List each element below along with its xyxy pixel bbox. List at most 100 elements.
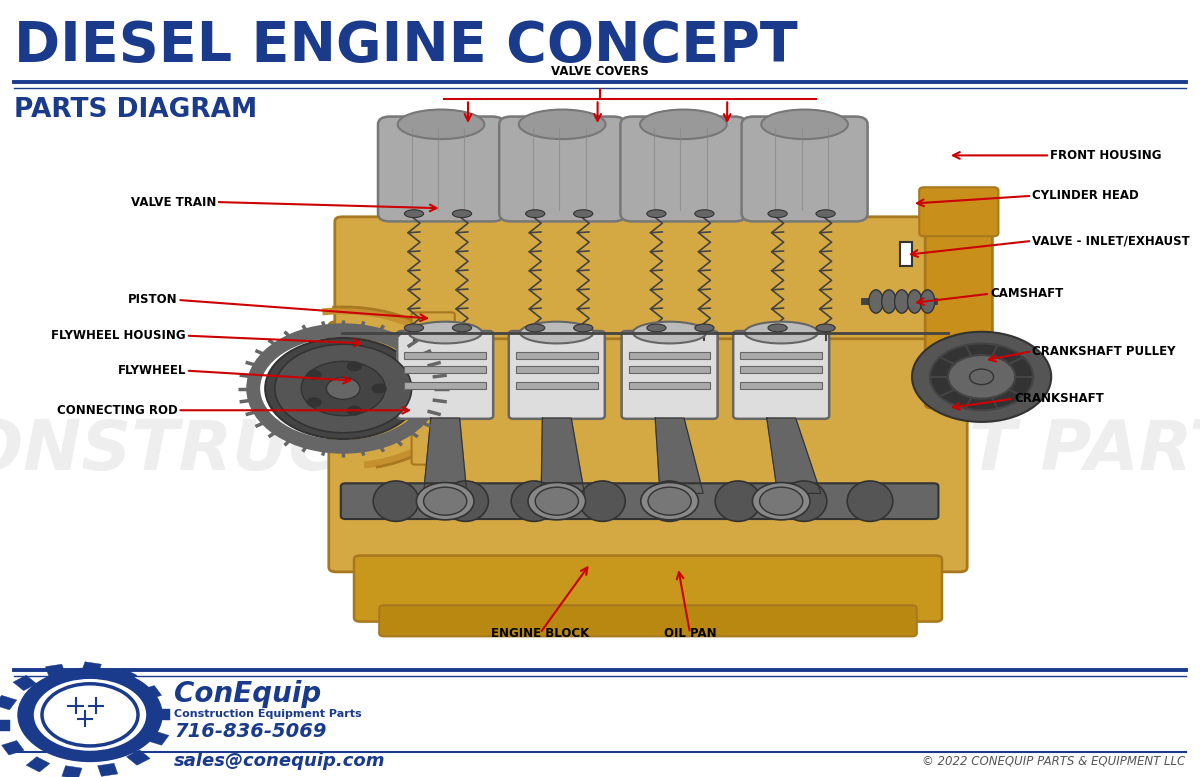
- FancyBboxPatch shape: [379, 605, 917, 636]
- Ellipse shape: [574, 324, 593, 332]
- Text: ENGINE BLOCK: ENGINE BLOCK: [491, 627, 589, 639]
- Circle shape: [641, 483, 698, 520]
- Text: FLYWHEEL: FLYWHEEL: [118, 364, 186, 377]
- Bar: [404, 366, 486, 373]
- Polygon shape: [655, 418, 703, 493]
- Circle shape: [970, 369, 994, 385]
- Text: Construction Equipment Parts: Construction Equipment Parts: [174, 709, 361, 719]
- Text: CRANKSHAFT PULLEY: CRANKSHAFT PULLEY: [1032, 345, 1176, 357]
- Circle shape: [760, 487, 803, 515]
- Bar: [629, 352, 710, 359]
- Text: CYLINDER HEAD: CYLINDER HEAD: [1032, 190, 1139, 202]
- Ellipse shape: [768, 210, 787, 218]
- Text: 716-836-5069: 716-836-5069: [174, 723, 326, 741]
- Circle shape: [752, 483, 810, 520]
- Text: PARTS DIAGRAM: PARTS DIAGRAM: [14, 97, 258, 123]
- Ellipse shape: [526, 210, 545, 218]
- FancyBboxPatch shape: [620, 117, 746, 221]
- Circle shape: [416, 483, 474, 520]
- Text: © 2022 CONEQUIP PARTS & EQUIPMENT LLC: © 2022 CONEQUIP PARTS & EQUIPMENT LLC: [923, 755, 1186, 768]
- Text: VALVE COVERS: VALVE COVERS: [551, 64, 649, 78]
- Ellipse shape: [373, 481, 419, 521]
- Circle shape: [18, 668, 162, 761]
- Ellipse shape: [869, 290, 883, 313]
- FancyBboxPatch shape: [378, 117, 504, 221]
- Ellipse shape: [408, 322, 482, 343]
- Circle shape: [32, 678, 148, 752]
- Ellipse shape: [695, 210, 714, 218]
- FancyBboxPatch shape: [733, 331, 829, 419]
- Circle shape: [948, 355, 1015, 399]
- Circle shape: [535, 487, 578, 515]
- Text: DIESEL ENGINE CONCEPT: DIESEL ENGINE CONCEPT: [14, 19, 798, 73]
- Circle shape: [930, 343, 1033, 410]
- FancyBboxPatch shape: [335, 217, 961, 339]
- Circle shape: [275, 344, 412, 433]
- Ellipse shape: [307, 398, 322, 407]
- Circle shape: [648, 487, 691, 515]
- Ellipse shape: [397, 110, 485, 139]
- Ellipse shape: [715, 481, 761, 521]
- Bar: [13, 675, 37, 691]
- Circle shape: [301, 361, 385, 416]
- Ellipse shape: [372, 384, 386, 393]
- FancyBboxPatch shape: [354, 556, 942, 622]
- Ellipse shape: [526, 324, 545, 332]
- Circle shape: [326, 378, 360, 399]
- Bar: [0, 720, 10, 731]
- Circle shape: [265, 338, 421, 439]
- FancyBboxPatch shape: [329, 322, 967, 572]
- Ellipse shape: [580, 481, 625, 521]
- Ellipse shape: [632, 322, 707, 343]
- Text: ConEquip: ConEquip: [174, 680, 322, 708]
- Bar: [404, 352, 486, 359]
- Ellipse shape: [647, 210, 666, 218]
- Ellipse shape: [452, 210, 472, 218]
- Bar: [900, 242, 912, 266]
- Bar: [62, 765, 82, 777]
- Bar: [146, 730, 169, 745]
- Ellipse shape: [761, 110, 848, 139]
- FancyBboxPatch shape: [412, 312, 455, 465]
- Text: PISTON: PISTON: [128, 294, 178, 306]
- Bar: [26, 757, 50, 772]
- Ellipse shape: [847, 481, 893, 521]
- Text: CRANKSHAFT: CRANKSHAFT: [1014, 392, 1104, 405]
- Text: OIL PAN: OIL PAN: [664, 627, 716, 639]
- Bar: [126, 750, 150, 765]
- FancyBboxPatch shape: [341, 483, 938, 519]
- Bar: [46, 664, 66, 678]
- Bar: [629, 382, 710, 388]
- Ellipse shape: [920, 290, 935, 313]
- Bar: [139, 685, 162, 700]
- Text: CONNECTING ROD: CONNECTING ROD: [56, 404, 178, 416]
- Ellipse shape: [574, 210, 593, 218]
- FancyBboxPatch shape: [397, 331, 493, 419]
- Ellipse shape: [640, 110, 727, 139]
- Ellipse shape: [816, 324, 835, 332]
- Bar: [82, 662, 101, 675]
- Polygon shape: [424, 418, 467, 493]
- Bar: [97, 763, 118, 776]
- Polygon shape: [767, 418, 821, 493]
- Bar: [516, 352, 598, 359]
- Circle shape: [424, 487, 467, 515]
- FancyBboxPatch shape: [925, 214, 992, 408]
- Text: FRONT HOUSING: FRONT HOUSING: [1050, 149, 1162, 162]
- Ellipse shape: [695, 324, 714, 332]
- Bar: [154, 709, 170, 720]
- Ellipse shape: [452, 324, 472, 332]
- Ellipse shape: [781, 481, 827, 521]
- Ellipse shape: [647, 481, 692, 521]
- Text: VALVE TRAIN: VALVE TRAIN: [131, 196, 216, 208]
- Ellipse shape: [518, 110, 606, 139]
- Ellipse shape: [443, 481, 488, 521]
- Circle shape: [912, 332, 1051, 422]
- Polygon shape: [541, 418, 584, 493]
- Ellipse shape: [404, 324, 424, 332]
- Bar: [0, 695, 17, 710]
- Text: FLYWHEEL HOUSING: FLYWHEEL HOUSING: [52, 329, 186, 342]
- Text: CAMSHAFT: CAMSHAFT: [990, 287, 1063, 300]
- Bar: [740, 382, 822, 388]
- Circle shape: [528, 483, 586, 520]
